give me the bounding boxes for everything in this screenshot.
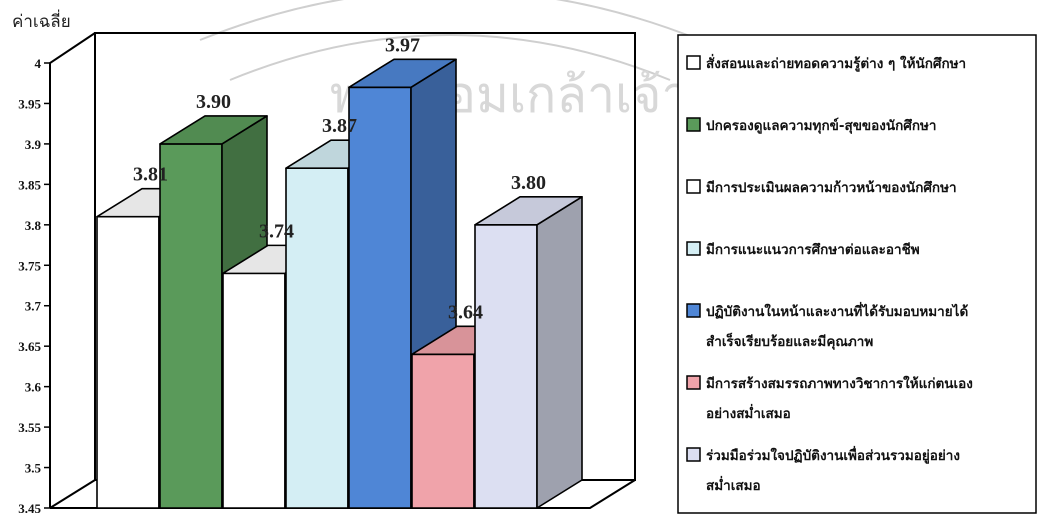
legend-swatch (686, 117, 701, 132)
legend-label: มีการประเมินผลความก้าวหน้าของนักศึกษา (706, 180, 957, 196)
y-tick-label: 3.75 (18, 258, 41, 273)
data-label: 3.74 (259, 220, 294, 242)
legend-item: สั่งสอนและถ่ายทอดความรู้ต่าง ๆ ให้นักศึก… (686, 53, 966, 72)
bar-top-face (348, 58, 457, 89)
legend-label: ปกครองดูแลความทุกข์-สุขของนักศึกษา (706, 117, 936, 134)
bar-top-face (159, 115, 268, 145)
y-tick-label: 3.6 (25, 380, 42, 395)
legend-label: มีการสร้างสมรรถภาพทางวิชาการให้แก่ตนเอง (706, 375, 973, 392)
legend-item: ร่วมมือร่วมใจปฏิบัติงานเพื่อส่วนรวมอยู่อ… (686, 445, 960, 494)
data-label: 3.90 (196, 91, 231, 113)
bar-front-face (159, 143, 223, 509)
legend-swatch (686, 55, 701, 70)
bar-front-face (411, 353, 475, 509)
y-tick-label: 3.55 (18, 420, 41, 435)
y-tick-label: 3.45 (18, 501, 41, 516)
bar-front-face (474, 224, 538, 509)
legend-item: ปกครองดูแลความทุกข์-สุขของนักศึกษา (686, 117, 936, 134)
legend-swatch (686, 241, 701, 256)
y-tick-label: 3.5 (25, 461, 42, 476)
data-label: 3.97 (385, 34, 420, 56)
legend-label: มีการแนะแนวการศึกษาต่อและอาชีพ (706, 242, 920, 258)
legend-item: มีการประเมินผลความก้าวหน้าของนักศึกษา (686, 179, 957, 196)
legend-label: สำเร็จเรียบร้อยและมีคุณภาพ (706, 332, 873, 350)
y-axis-ticks: 3.45 3.5 3.55 3.6 3.65 3.7 3.75 3.8 3.85 3.9 3.95 4 (18, 56, 50, 516)
legend: สั่งสอนและถ่ายทอดความรู้ต่าง ๆ ให้นักศึก… (677, 34, 1037, 514)
legend-swatch (686, 179, 701, 194)
value-labels: 3.81 3.90 3.74 3.87 3.97 3.64 3.80 (133, 34, 546, 323)
legend-label: ปฏิบัติงานในหน้าและงานที่ได้รับมอบหมายได… (706, 301, 968, 320)
legend-item: มีการแนะแนวการศึกษาต่อและอาชีพ (686, 241, 920, 258)
legend-label: สั่งสอนและถ่ายทอดความรู้ต่าง ๆ ให้นักศึก… (706, 53, 966, 72)
floor-back-corner (49, 479, 96, 509)
data-label: 3.64 (448, 301, 483, 323)
legend-label: อย่างสม่ำเสมอ (706, 403, 791, 422)
bar-side-face (536, 196, 583, 509)
legend-label: ร่วมมือร่วมใจปฏิบัติงานเพื่อส่วนรวมอยู่อ… (706, 445, 960, 464)
legend-item: ปฏิบัติงานในหน้าและงานที่ได้รับมอบหมายได… (686, 301, 968, 350)
legend-label: สม่ำเสมอ (706, 475, 761, 494)
y-tick-label: 3.95 (18, 96, 41, 111)
legend-swatch (686, 303, 701, 318)
y-tick-label: 3.7 (25, 299, 42, 314)
data-label: 3.87 (322, 115, 357, 137)
legend-item: มีการสร้างสมรรถภาพทางวิชาการให้แก่ตนเองอ… (686, 375, 973, 422)
y-tick-label: 4 (35, 56, 42, 71)
bar (474, 196, 583, 509)
bar-top-face (474, 196, 583, 226)
y-tick-label: 3.65 (18, 339, 41, 354)
y-tick-label: 3.9 (25, 137, 42, 152)
data-label: 3.80 (511, 172, 546, 194)
y-tick-label: 3.85 (18, 177, 41, 192)
bar-front-face (348, 86, 412, 509)
y-axis-title: ค่าเฉลี่ย (12, 9, 71, 32)
left-wall-edges (49, 32, 96, 508)
bar-front-face (222, 272, 286, 509)
bars (96, 58, 583, 509)
legend-swatch (686, 375, 701, 390)
bar-front-face (285, 167, 349, 509)
data-label: 3.81 (133, 164, 168, 186)
y-tick-label: 3.8 (25, 218, 42, 233)
bar-front-face (96, 215, 160, 509)
legend-frame (677, 34, 1037, 514)
legend-swatch (686, 447, 701, 462)
